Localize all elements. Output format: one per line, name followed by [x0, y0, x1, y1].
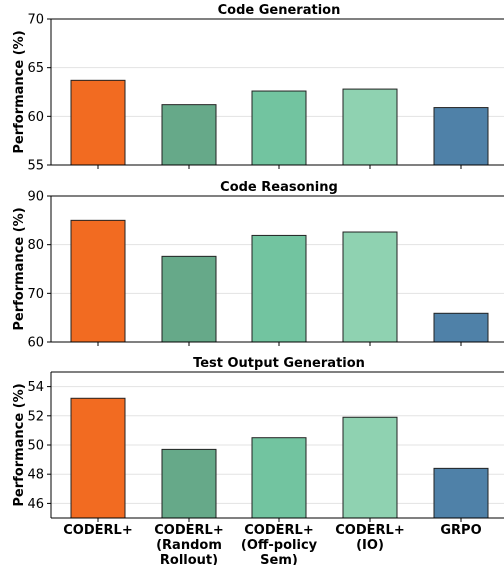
bar-1-4: [342, 88, 398, 166]
bar-2-2: [161, 255, 217, 343]
y-tick-label: 70: [27, 13, 44, 28]
bar-2-3: [251, 234, 307, 343]
y-tick-label: 48: [27, 468, 44, 483]
chart-title: Test Output Generation: [193, 356, 365, 371]
y-tick-label: 60: [27, 110, 44, 125]
chart-panel-1: 55 60 65 70 Code Generation Performance (%): [12, 3, 504, 174]
y-tick-label: 52: [27, 409, 44, 424]
x-tick-label-line: CODERL+: [244, 523, 313, 538]
bar-3-1: [70, 397, 126, 519]
y-tick-label: 80: [27, 238, 44, 253]
bar-1-2: [161, 104, 217, 166]
y-axis-label: Performance (%): [12, 30, 27, 153]
x-tick-label: CODERL+ (Off-policy Sem): [241, 523, 318, 565]
x-tick-label-line: (IO): [356, 538, 384, 553]
y-tick-label: 60: [27, 336, 44, 351]
bar-1-5: [433, 107, 489, 166]
chart-title: Code Reasoning: [220, 180, 338, 195]
bar-2-1: [70, 219, 126, 343]
y-tick-label: 54: [27, 380, 44, 395]
bar-3-5: [433, 467, 489, 519]
y-tick-label: 50: [27, 439, 44, 454]
x-tick-label: CODERL+ (Random Rollout): [154, 523, 223, 565]
y-tick-label: 90: [27, 190, 44, 205]
x-tick-label-line: CODERL+: [335, 523, 404, 538]
y-tick-label: 55: [27, 159, 44, 174]
x-tick-label-line: CODERL+: [154, 523, 223, 538]
y-tick-label: 65: [27, 61, 44, 76]
x-tick-label: CODERL+ (IO): [335, 523, 404, 553]
bar-1-1: [70, 79, 126, 166]
y-tick-label: 46: [27, 497, 44, 512]
bar-3-3: [251, 437, 307, 519]
bar-2-5: [433, 312, 489, 343]
y-tick-label: 70: [27, 287, 44, 302]
chart-panel-2: 60 70 80 90 Code Reasoning Performance (%): [12, 180, 504, 351]
chart-panel-3: 46 48 50 52 54 Test Output Generation Performa…: [12, 356, 504, 522]
bar-1-3: [251, 90, 307, 166]
bar-3-4: [342, 416, 398, 519]
x-tick-label: GRPO: [440, 523, 481, 538]
x-tick-label-line: Sem): [260, 553, 298, 565]
x-tick-label-line: CODERL+: [63, 523, 132, 538]
x-tick-label-line: Rollout): [160, 553, 218, 565]
x-tick-label-line: (Off-policy: [241, 538, 318, 553]
x-tick-label: CODERL+: [63, 523, 132, 538]
x-tick-label-line: (Random: [156, 538, 222, 553]
bar-3-2: [161, 448, 217, 519]
x-tick-label-line: GRPO: [440, 523, 481, 538]
chart-title: Code Generation: [218, 3, 341, 18]
y-axis-label: Performance (%): [12, 383, 27, 506]
y-axis-label: Performance (%): [12, 207, 27, 330]
bar-2-4: [342, 231, 398, 343]
